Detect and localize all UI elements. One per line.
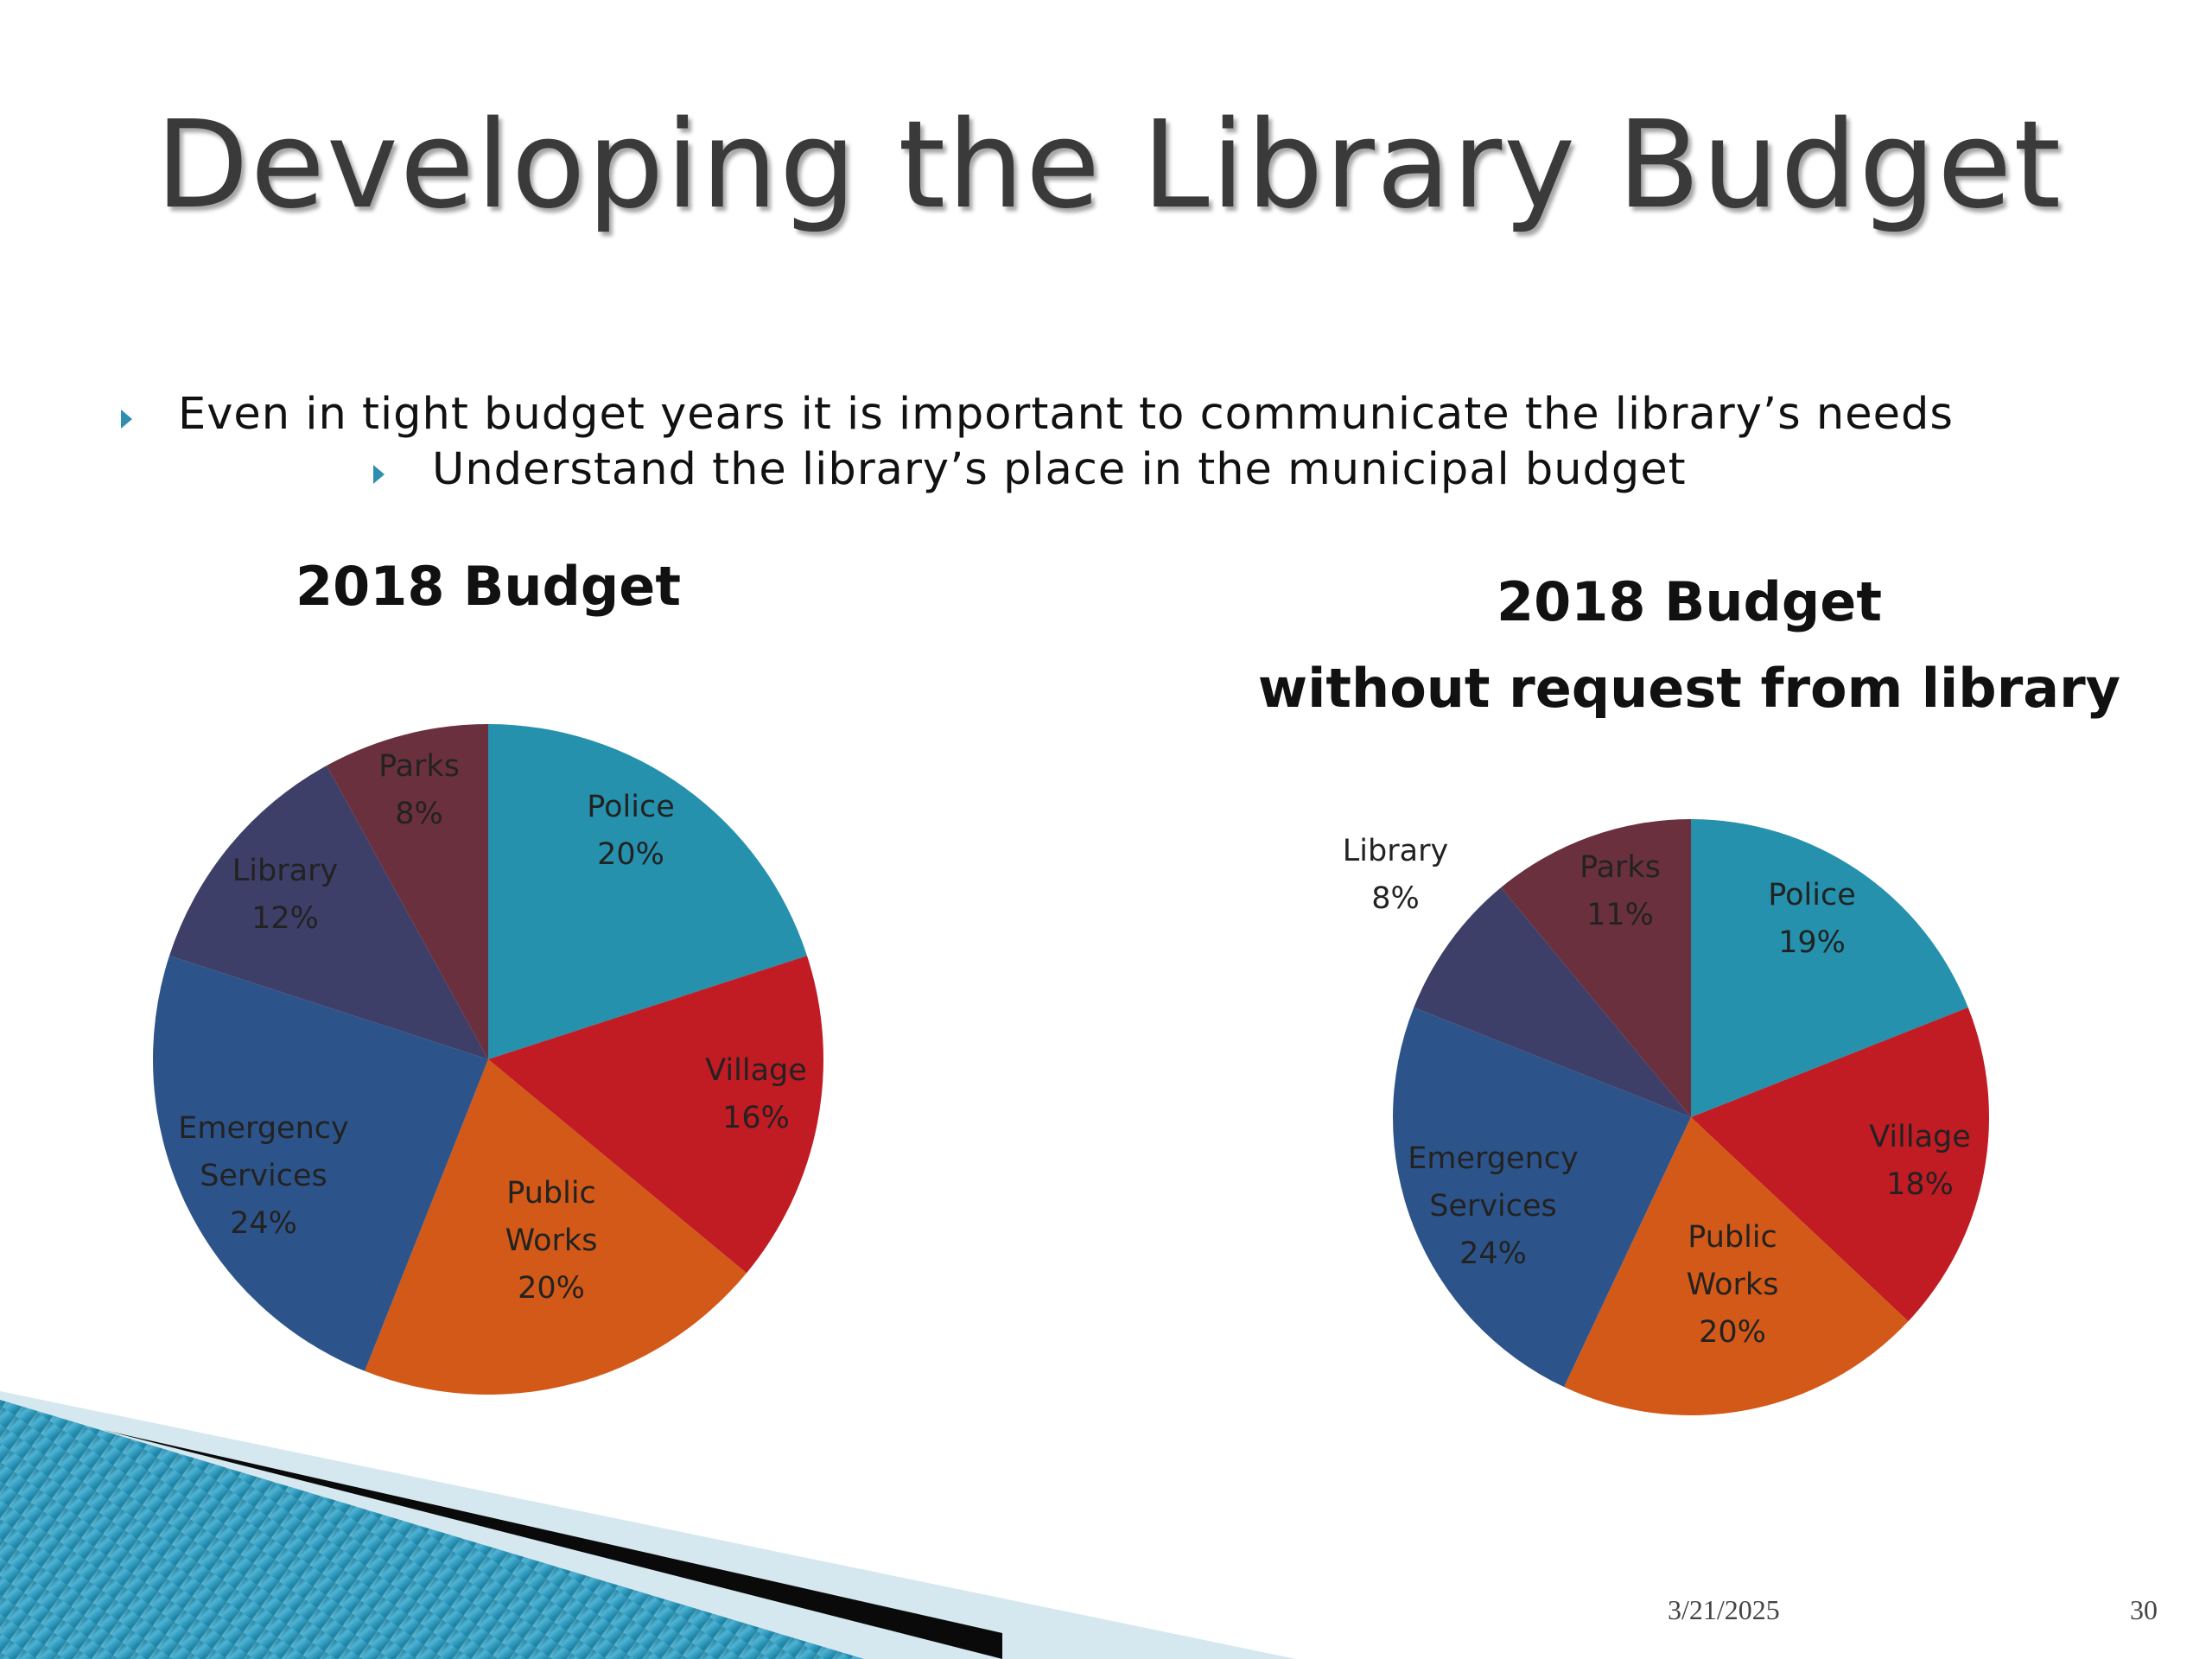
pie-slice-parks bbox=[1501, 819, 1691, 1117]
pie-slice-library bbox=[168, 765, 489, 1059]
bullet-level-2: Understand the library’s place in the mu… bbox=[432, 444, 1687, 495]
page-number: 30 bbox=[2130, 1594, 2158, 1625]
pie-chart-2018-budget: 2018 Budget Police 20% Village 16% Public Work… bbox=[153, 555, 823, 1395]
slice-label-parks: Parks 8% bbox=[378, 749, 460, 831]
footer-date: 3/21/2025 bbox=[1668, 1594, 1780, 1625]
pie-slice-police bbox=[1691, 819, 1968, 1117]
pie-slice-public-works bbox=[1564, 1117, 1909, 1415]
pie-slice-public-works bbox=[365, 1059, 747, 1395]
slice-label-police: Police 19% bbox=[1768, 878, 1856, 960]
slide-title: Developing the Library Budget bbox=[156, 95, 2063, 236]
pie-slice-police bbox=[488, 724, 808, 1059]
slice-label-library: Library 12% bbox=[232, 854, 338, 936]
pie-chart-2018-budget-without-library: 2018 Budget without request from library P… bbox=[1258, 570, 2120, 1415]
pie-slice-library bbox=[1414, 887, 1691, 1117]
pie-slice-village bbox=[488, 956, 823, 1274]
pie-slice-parks bbox=[327, 724, 488, 1059]
chart-title: 2018 Budget bbox=[1497, 570, 1882, 633]
slice-label-emergency-services: Emergency Services 24% bbox=[178, 1111, 348, 1241]
bullet-arrow-icon bbox=[373, 465, 385, 484]
pie-slice-village bbox=[1691, 1007, 1990, 1322]
chart-subtitle: without request from library bbox=[1258, 657, 2120, 720]
slice-label-village: Village 16% bbox=[705, 1053, 807, 1135]
slice-label-emergency-services: Emergency Services 24% bbox=[1408, 1141, 1578, 1271]
pie-slice-emergency-services bbox=[1393, 1007, 1691, 1388]
pie-slice-emergency-services bbox=[153, 956, 488, 1371]
slice-label-village: Village 18% bbox=[1869, 1120, 1971, 1202]
slice-label-police: Police 20% bbox=[587, 790, 675, 872]
bullet-level-1: Even in tight budget years it is importa… bbox=[178, 389, 1954, 440]
slice-label-public-works: Public Works 20% bbox=[505, 1176, 598, 1306]
decorative-swoosh bbox=[0, 1391, 1296, 1659]
slice-label-parks: Parks 11% bbox=[1580, 850, 1661, 932]
chart-title: 2018 Budget bbox=[296, 555, 681, 618]
slice-label-public-works: Public Works 20% bbox=[1687, 1220, 1779, 1350]
slice-label-library: Library 8% bbox=[1343, 834, 1448, 916]
bullet-arrow-icon bbox=[121, 410, 132, 429]
